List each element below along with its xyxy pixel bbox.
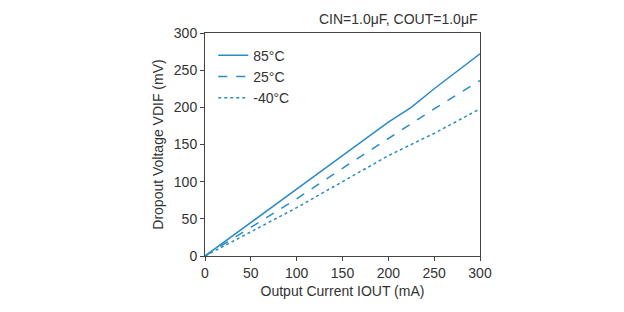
svg-text:200: 200 — [377, 265, 401, 281]
svg-text:150: 150 — [174, 136, 198, 152]
svg-text:100: 100 — [285, 265, 309, 281]
svg-text:150: 150 — [331, 265, 355, 281]
svg-text:25°C: 25°C — [253, 69, 284, 85]
svg-text:100: 100 — [174, 174, 198, 190]
svg-text:Dropout Voltage VDIF (mV): Dropout Voltage VDIF (mV) — [150, 59, 166, 229]
svg-text:0: 0 — [201, 265, 209, 281]
svg-text:50: 50 — [182, 211, 198, 227]
svg-text:CIN=1.0μF, COUT=1.0μF: CIN=1.0μF, COUT=1.0μF — [319, 11, 478, 27]
svg-text:85°C: 85°C — [253, 48, 284, 64]
svg-text:250: 250 — [422, 265, 446, 281]
svg-text:200: 200 — [174, 99, 198, 115]
svg-text:300: 300 — [468, 265, 492, 281]
svg-text:300: 300 — [174, 25, 198, 41]
svg-text:-40°C: -40°C — [253, 90, 289, 106]
svg-text:250: 250 — [174, 62, 198, 78]
svg-text:0: 0 — [189, 248, 197, 264]
svg-text:Output Current IOUT (mA): Output Current IOUT (mA) — [261, 283, 425, 299]
svg-text:50: 50 — [243, 265, 259, 281]
